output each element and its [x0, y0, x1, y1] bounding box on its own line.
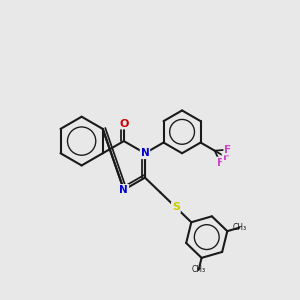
Text: S: S: [172, 202, 180, 212]
Text: F: F: [223, 152, 230, 162]
Text: N: N: [119, 185, 128, 195]
Text: N: N: [141, 148, 149, 158]
Text: O: O: [119, 118, 128, 128]
Text: CH₃: CH₃: [232, 223, 246, 232]
Text: F: F: [217, 158, 224, 168]
Text: F: F: [224, 145, 231, 154]
Text: CH₃: CH₃: [191, 266, 206, 274]
